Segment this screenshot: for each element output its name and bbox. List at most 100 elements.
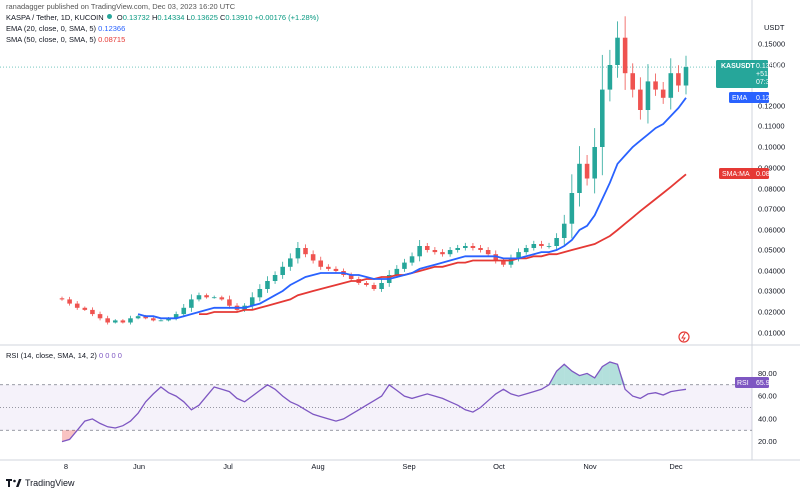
alert-icon[interactable] [678,331,690,343]
ema-legend-value: 0.12366 [98,24,126,33]
candle-body [516,252,521,259]
candle-body [660,89,666,98]
candle-body [638,89,643,110]
rsi-tag-value: 65.97 [756,380,774,387]
ema-tag-title: EMA [732,95,748,102]
ema-legend-label: EMA (20, close, 0, SMA, 5) [6,24,97,33]
status-dot-icon [106,14,112,19]
rsi-band-group [0,384,752,431]
low-label: L [186,13,191,22]
candle-body [493,254,499,261]
candle-body [539,244,544,246]
candle-body [265,281,270,289]
sma-tag-value: 0.08715 [756,171,781,178]
footer-brand[interactable]: TradingView [6,478,75,488]
candle-body [523,248,529,253]
rsi-tick-label: 80.00 [758,369,777,378]
candle-body [622,37,628,74]
high-value: 0.14334 [157,13,185,22]
candle-body [204,295,209,298]
rsi-tick-label: 20.00 [758,437,777,446]
price-tick-label: 0.02000 [758,308,785,317]
currency-label: USDT [764,23,785,32]
symbol-tag-bg [716,60,768,88]
candle-body [554,238,559,246]
sma-legend-value: 0.08715 [98,35,126,44]
time-tick-label: Sep [402,462,415,471]
candle-body [333,268,339,271]
symbol-tag-title: KASUSDT [721,63,756,70]
candle-body [592,147,597,179]
candle-body [249,297,255,306]
price-tick-label: 0.09000 [758,164,785,173]
candle-body [97,314,103,319]
candle-body [485,250,491,255]
price-tick-label: 0.06000 [758,226,785,235]
symbol-tag-time: 07:39:32 [756,79,783,86]
candle-body [394,268,400,275]
rsi-overbought-fill [602,362,610,385]
candle-body [326,266,331,269]
rsi-tick-label: 60.00 [758,392,777,401]
candle-body [455,248,460,250]
price-tick-label: 0.03000 [758,287,785,296]
candle-body [417,246,422,257]
candle-body [668,73,674,98]
candle-body [569,193,575,224]
candle-body [546,246,552,247]
ema-tag-value: 0.12366 [756,95,781,102]
candle-body [676,73,681,86]
candle-body [272,275,278,281]
price-tick-label: 0.07000 [758,205,785,214]
candle-body [151,318,156,321]
rsi-axis-group: 80.00 60.00 40.00 20.00 [758,369,777,446]
candle-body [128,318,133,323]
candle-body [196,295,202,300]
ema-price-tag: EMA 0.12366 [729,92,781,103]
candle-body [653,81,658,90]
sma-tag-title: SMA:MA [722,171,750,178]
candle-body [645,81,651,110]
candle-body [219,297,225,300]
candle-body [561,223,567,238]
candle-body [364,283,369,285]
rsi-legend-label: RSI (14, close, SMA, 14, 2) [6,351,97,360]
time-axis-group: 8 Jun Jul Aug Sep Oct Nov Dec [64,462,683,471]
candle-body [135,316,141,319]
rsi-tag-title: RSI [737,380,749,387]
tradingview-logo-icon [6,479,22,487]
candle-body [463,246,468,248]
candle-body [257,289,263,298]
symbol-tag-price: 0.13910 [756,63,781,70]
candle-body [440,252,445,255]
time-tick-label: Aug [311,462,324,471]
candle-body [112,320,118,323]
symbol-legend: KASPA / Tether, 1D, KUCOIN O0.13732 H0.1… [6,13,319,22]
candle-body [447,250,453,255]
candle-body [74,303,80,308]
symbol-price-tag: KASUSDT 0.13910 +510.09% 07:39:32 [716,60,788,88]
sma-legend: SMA (50, close, 0, SMA, 5) 0.08715 [6,35,125,44]
time-tick-label: Jun [133,462,145,471]
rsi-band [0,384,752,431]
price-tick-label: 0.11000 [758,122,785,131]
candle-body [470,246,476,248]
rsi-overbought-fill [587,373,595,385]
candle-body [211,297,217,299]
candle-body [379,283,384,289]
candle-body [120,320,126,323]
rsi-overbought-fill [617,364,626,385]
candle-body [424,246,430,250]
change-value: +0.00176 (+1.28%) [254,13,319,22]
candle-body [577,163,582,193]
time-tick-label: Jul [223,462,233,471]
rsi-line [61,361,687,443]
ema-legend: EMA (20, close, 0, SMA, 5) 0.12366 [6,24,125,33]
candle-body [227,299,232,306]
publisher-note: ranadagger published on TradingView.com,… [6,2,236,11]
candle-body [371,285,377,289]
candle-body [90,309,95,315]
candle-body [432,250,438,253]
